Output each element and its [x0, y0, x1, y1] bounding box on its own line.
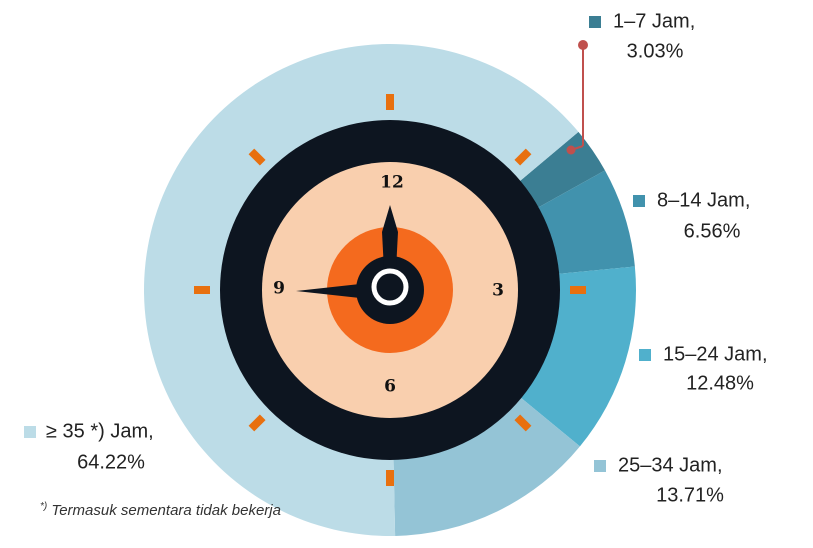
value-label: 3.03%: [627, 40, 684, 62]
leader: [566, 40, 588, 155]
legend-swatch: [589, 16, 601, 28]
value-label: 12.48%: [686, 372, 754, 394]
slice: [517, 266, 637, 447]
slice: [534, 170, 635, 275]
clock-tick: [514, 414, 532, 432]
note-text: Termasuk sementara tidak bekerja: [51, 502, 281, 519]
value-label: 13.71%: [656, 484, 724, 506]
legend-label: 1–7 Jam,: [613, 10, 695, 32]
leader-dot: [566, 145, 576, 155]
clock-number: 9: [273, 279, 285, 299]
legend-label: 15–24 Jam,: [663, 343, 768, 365]
legend-label: 8–14 Jam,: [657, 189, 750, 211]
slice: [393, 394, 580, 536]
slice: [516, 131, 605, 210]
clock-tick: [248, 148, 266, 166]
legend-label: 25–34 Jam,: [618, 454, 723, 476]
legend-swatch: [639, 349, 651, 361]
donut: [144, 43, 637, 536]
clock-number: 6: [384, 377, 396, 397]
footnote: *) Termasuk sementara tidak bekerja: [40, 496, 290, 522]
hour-hand: [382, 205, 398, 270]
clock-number: 12: [380, 173, 404, 193]
slice: [144, 43, 579, 536]
legend-swatch: [633, 195, 645, 207]
note-marker: *): [40, 501, 48, 512]
clock: [194, 94, 586, 486]
clock-tick: [248, 414, 266, 432]
legend-swatch: [594, 460, 606, 472]
clock-number: 3: [492, 281, 504, 301]
legend-label: ≥ 35 *) Jam,: [46, 420, 154, 442]
clock-tick: [514, 148, 532, 166]
hub-ring: [371, 268, 409, 306]
legend-swatch: [24, 426, 36, 438]
value-label: 6.56%: [684, 220, 741, 242]
leader-dot: [578, 40, 588, 50]
value-label: 64.22%: [77, 451, 145, 473]
minute-hand: [296, 284, 360, 298]
clock-hub: [356, 256, 424, 324]
